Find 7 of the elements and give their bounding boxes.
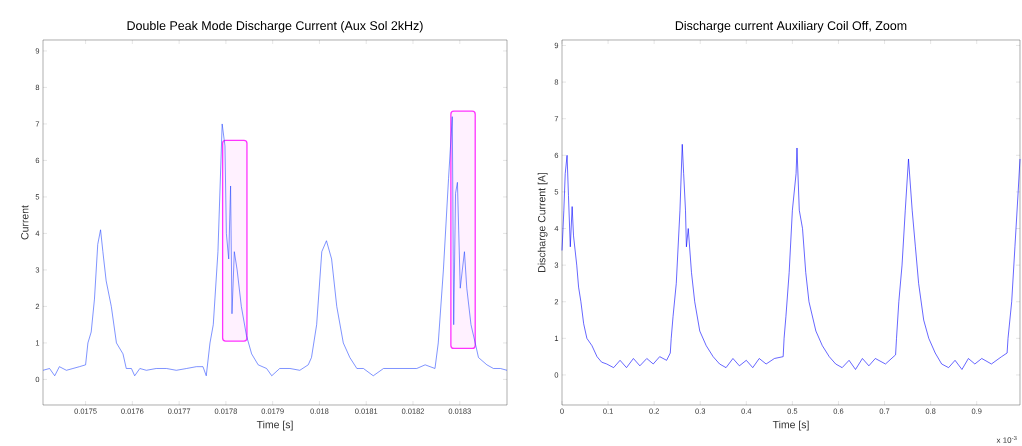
y-axis-title: Current [21, 205, 29, 240]
chart-title: Discharge current Auxiliary Coil Off, Zoom [675, 20, 907, 33]
chart-title: Double Peak Mode Discharge Current (Aux Sol 2kHz) [127, 20, 423, 33]
line-series [561, 143, 1021, 370]
y-axis-title: Discharge Current [A] [537, 172, 548, 272]
x-axis-title: Time [s] [772, 420, 809, 431]
x-axis-title: Time [s] [256, 420, 293, 431]
